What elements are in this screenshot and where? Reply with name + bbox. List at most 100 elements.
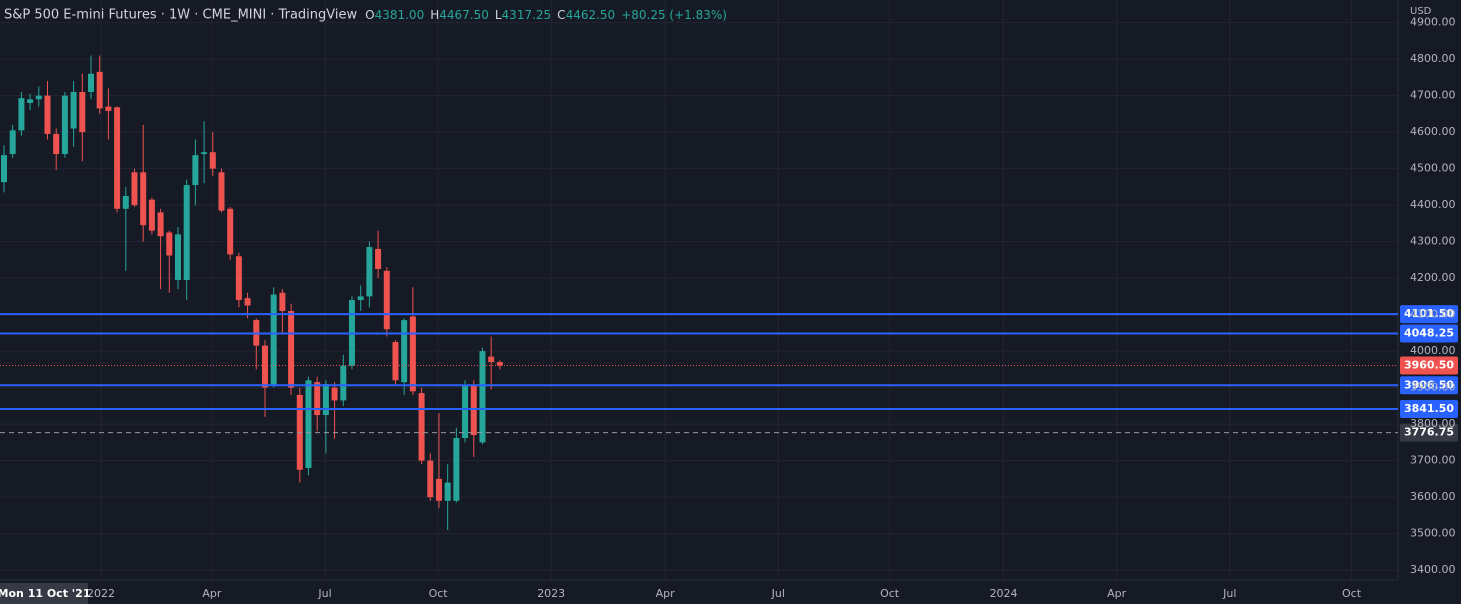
- y-tick-label: 4800.00: [1410, 52, 1456, 65]
- y-tick-label: 3700.00: [1410, 454, 1456, 467]
- legend-key: O: [365, 8, 374, 22]
- y-tick-label: 3600.00: [1410, 490, 1456, 503]
- legend-value: 4462.50: [566, 8, 616, 22]
- candle-body: [462, 385, 469, 439]
- price-line-label-box: [1400, 376, 1458, 395]
- candle-body: [131, 172, 138, 206]
- legend-key: L: [495, 8, 502, 22]
- candle-body: [435, 478, 442, 501]
- legend-change: +80.25 (+1.83%): [621, 8, 727, 22]
- y-tick-label: 3500.00: [1410, 527, 1456, 540]
- price-line-label: 3960.50: [1404, 359, 1454, 372]
- candle-body: [209, 152, 216, 169]
- candle-body: [383, 270, 390, 330]
- candles: [1, 55, 503, 530]
- price-line-label-box: [1400, 423, 1458, 442]
- axes: 3400.00 3500.00 3600.00 3700.00 3800.00 3900.…: [87, 16, 1455, 600]
- candle-body: [401, 320, 408, 383]
- legend-value: 4381.00: [375, 8, 425, 22]
- candle-body: [87, 73, 94, 92]
- x-tick-label: Jul: [1222, 587, 1236, 600]
- y-tick-label: 3900.00: [1410, 381, 1456, 394]
- candle-body: [261, 345, 268, 388]
- candle-body: [70, 91, 77, 129]
- candle-body: [44, 95, 51, 134]
- y-tick-label: 4100.00: [1410, 308, 1456, 321]
- candle-body: [453, 438, 460, 501]
- price-line-label: 3841.50: [1404, 402, 1454, 415]
- y-tick-label: 3800.00: [1410, 417, 1456, 430]
- candle-body: [96, 71, 103, 109]
- candle-body: [192, 155, 199, 186]
- candle-body: [357, 296, 364, 301]
- price-line-label-box: [1400, 399, 1458, 418]
- y-tick-label: 4900.00: [1410, 16, 1456, 29]
- x-tick-label: Apr: [1107, 587, 1127, 600]
- y-tick-label: 4500.00: [1410, 162, 1456, 175]
- candle-body: [18, 98, 25, 131]
- x-tick-label: Apr: [202, 587, 222, 600]
- candle-body: [279, 292, 286, 311]
- price-line-label: 3906.50: [1404, 378, 1454, 391]
- candle-body: [479, 351, 486, 443]
- candle-body: [79, 91, 86, 133]
- y-tick-label: 3400.00: [1410, 563, 1456, 576]
- candle-body: [314, 382, 321, 416]
- price-line-label-box: [1400, 324, 1458, 343]
- candle-body: [392, 342, 399, 381]
- candle-body: [1, 155, 8, 183]
- candle-body: [148, 199, 155, 231]
- candle-body: [166, 232, 173, 256]
- y-tick-label: 4400.00: [1410, 198, 1456, 211]
- x-tick-label: 2022: [87, 587, 115, 600]
- legend-value: 4467.50: [439, 8, 489, 22]
- price-line-label-box: [1400, 356, 1458, 375]
- y-tick-label: 4200.00: [1410, 271, 1456, 284]
- ohlc-legend: O4381.00 H4467.50 L4317.25 C4462.50 +80.25 (…: [365, 8, 727, 22]
- candle-body: [27, 99, 34, 103]
- price-line-label: 4101.50: [1404, 307, 1454, 320]
- x-tick-label: 2023: [537, 587, 565, 600]
- candle-body: [61, 95, 68, 155]
- candle-body: [288, 310, 295, 388]
- y-tick-label: 4300.00: [1410, 235, 1456, 248]
- x-tick-label: Oct: [1342, 587, 1362, 600]
- price-line-label: 3776.75: [1404, 426, 1454, 439]
- candle-body: [9, 130, 16, 155]
- price-line-label: 4048.25: [1404, 327, 1454, 340]
- candle-body: [409, 316, 416, 392]
- legend-key: H: [430, 8, 439, 22]
- candle-body: [53, 133, 60, 155]
- candle-body: [488, 356, 495, 363]
- candle-body: [235, 256, 242, 301]
- price-lines: 4101.50 4048.25 3960.50 3906.50 3841.50 3776.…: [0, 305, 1458, 442]
- x-tick-label: Jul: [771, 587, 785, 600]
- legend-value: 4317.25: [502, 8, 552, 22]
- y-tick-label: 4600.00: [1410, 125, 1456, 138]
- candle-body: [105, 106, 112, 111]
- candle-body: [227, 208, 234, 255]
- candle-body: [122, 196, 129, 209]
- y-tick-label: 4000.00: [1410, 344, 1456, 357]
- x-tick-label: 2024: [990, 587, 1018, 600]
- candle-body: [470, 385, 477, 436]
- candle-body: [114, 107, 121, 209]
- candle-body: [305, 380, 312, 468]
- x-tick-label: Apr: [656, 587, 676, 600]
- candle-body: [201, 152, 208, 155]
- x-tick-label: Oct: [880, 587, 900, 600]
- candle-body: [444, 482, 451, 501]
- currency: USD: [1410, 6, 1432, 17]
- candle-body: [331, 387, 338, 401]
- chart-title: S&P 500 E-mini Futures · 1W · CME_MINI ·…: [4, 8, 357, 23]
- candle-body: [183, 185, 190, 280]
- candle-body: [340, 365, 347, 401]
- y-tick-label: 4700.00: [1410, 89, 1456, 102]
- candle-body: [366, 247, 373, 297]
- candle-body: [218, 172, 225, 211]
- candle-body: [270, 294, 277, 386]
- candle-body: [244, 298, 251, 306]
- crosshair-label: Mon 11 Oct '21: [0, 587, 90, 600]
